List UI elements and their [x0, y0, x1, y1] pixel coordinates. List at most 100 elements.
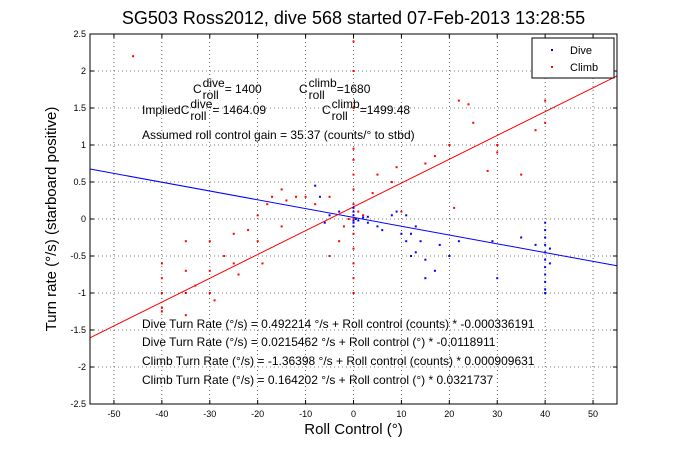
- y-tick-label: -2.5: [70, 399, 86, 409]
- dive-point: [544, 258, 547, 261]
- dive-point: [318, 195, 321, 198]
- svg-text:roll: roll: [203, 88, 219, 102]
- y-tick-label: -2: [78, 362, 86, 372]
- y-tick-label: 2.5: [73, 29, 86, 39]
- climb-point: [486, 169, 489, 172]
- climb-point: [237, 273, 240, 276]
- dive-point: [548, 247, 551, 250]
- dive-point: [448, 255, 451, 257]
- climb-point: [261, 262, 264, 265]
- dive-point: [544, 266, 547, 269]
- fit-lines: [89, 75, 618, 339]
- svg-text:Implied: Implied: [142, 103, 181, 117]
- x-tick-label: -20: [251, 409, 264, 419]
- dive-point: [352, 219, 355, 222]
- y-tick-label: 2: [81, 66, 86, 76]
- climb-point: [271, 195, 274, 198]
- climb-point: [352, 158, 355, 161]
- y-tick-label: -1: [78, 288, 86, 298]
- legend-label-climb: Climb: [570, 62, 598, 74]
- svg-text:C: C: [181, 103, 190, 117]
- y-tick-label: 0: [81, 214, 86, 224]
- x-tick-label: 20: [444, 409, 454, 419]
- dive-point: [376, 225, 379, 228]
- climb-point: [328, 255, 331, 257]
- svg-text:dive: dive: [203, 76, 225, 90]
- dive-point: [405, 240, 408, 243]
- x-tick-label: 10: [396, 409, 406, 419]
- climb-point: [160, 292, 163, 294]
- annotation-fit-dive-deg: Dive Turn Rate (°/s) = 0.0215462 °/s + R…: [142, 335, 496, 349]
- climb-point: [352, 40, 355, 43]
- grid-lines: [90, 33, 617, 405]
- climb-point: [520, 173, 523, 176]
- climb-point: [314, 203, 317, 206]
- dive-point: [424, 277, 427, 280]
- svg-text:roll: roll: [332, 109, 348, 123]
- annotation-fit-climb-counts: Climb Turn Rate (°/s) = -1.36398 °/s + R…: [142, 354, 535, 368]
- climb-point: [208, 240, 211, 243]
- dive-point: [544, 280, 547, 283]
- climb-point: [184, 314, 187, 317]
- dive-point: [354, 218, 357, 220]
- climb-point: [328, 195, 331, 198]
- climb-point: [433, 155, 436, 158]
- legend-label-dive: Dive: [570, 45, 592, 57]
- climb-point: [208, 269, 211, 272]
- legend: Dive Climb: [531, 37, 615, 79]
- climb-point: [352, 70, 355, 72]
- climb-point: [400, 210, 403, 213]
- climb-point: [352, 173, 355, 176]
- dive-point: [520, 236, 523, 239]
- dive-point: [352, 210, 355, 213]
- climb-point: [467, 103, 470, 106]
- dive-point: [544, 229, 547, 232]
- dive-point: [534, 243, 537, 246]
- dive-point: [424, 258, 427, 261]
- y-tick-label: -1.5: [70, 325, 86, 335]
- svg-text:roll: roll: [190, 109, 206, 123]
- climb-point: [208, 292, 211, 294]
- climb-point: [448, 144, 451, 146]
- climb-point: [347, 218, 350, 220]
- climb-point: [496, 144, 499, 146]
- climb-point: [160, 306, 163, 309]
- dive-point: [419, 240, 422, 243]
- climb-point: [132, 55, 135, 58]
- climb-point: [304, 195, 307, 198]
- climb-point: [352, 147, 355, 150]
- dive-point: [338, 210, 341, 213]
- dive-point: [381, 229, 384, 232]
- climb-point: [352, 247, 355, 250]
- climb-point: [390, 181, 393, 183]
- climb-point: [457, 99, 460, 102]
- dive-point: [544, 273, 547, 276]
- legend-marker-climb: [551, 66, 553, 68]
- climb-point: [362, 214, 365, 217]
- climb-point: [472, 121, 475, 124]
- svg-text:= 1400: = 1400: [225, 82, 262, 96]
- climb-point: [295, 195, 298, 198]
- dive-point: [328, 214, 331, 217]
- dive-point: [352, 214, 355, 217]
- data-points: [132, 40, 551, 317]
- climb-point: [232, 232, 235, 235]
- climb-point: [184, 269, 187, 272]
- annotation-fit-dive-counts: Dive Turn Rate (°/s) = 0.492214 °/s + Ro…: [142, 317, 535, 331]
- y-tick-label: 1.5: [73, 103, 86, 113]
- svg-text:climb: climb: [309, 76, 337, 90]
- svg-text:=1680: =1680: [337, 82, 371, 96]
- chart-title: SG503 Ross2012, dive 568 started 07-Feb-…: [122, 8, 585, 28]
- dive-point: [362, 216, 365, 219]
- dive-point: [457, 240, 460, 243]
- climb-point: [352, 262, 355, 265]
- x-axis-label: Roll Control (°): [304, 421, 403, 438]
- svg-text:C: C: [322, 103, 331, 117]
- climb-point: [160, 277, 163, 280]
- dive-point: [390, 214, 393, 217]
- climb-point: [352, 203, 355, 206]
